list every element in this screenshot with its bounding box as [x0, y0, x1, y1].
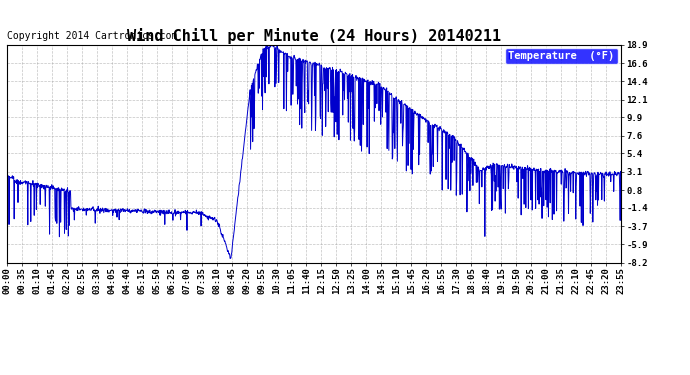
Title: Wind Chill per Minute (24 Hours) 20140211: Wind Chill per Minute (24 Hours) 2014021… [127, 28, 501, 44]
Legend: Temperature  (°F): Temperature (°F) [505, 48, 618, 64]
Text: Copyright 2014 Cartronics.com: Copyright 2014 Cartronics.com [7, 31, 177, 40]
